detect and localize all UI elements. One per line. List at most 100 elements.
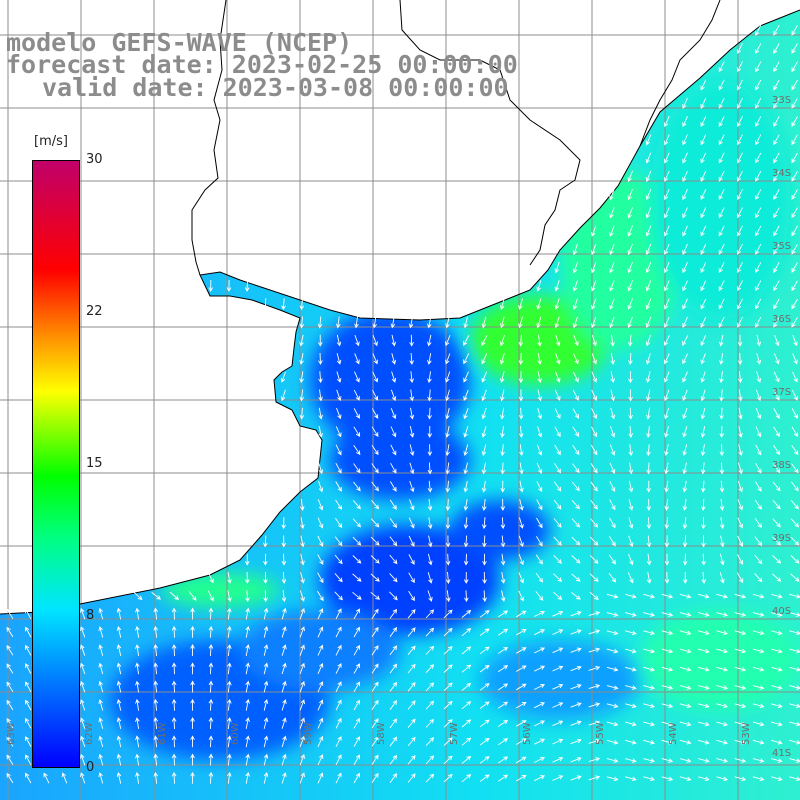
wind-arrow xyxy=(682,225,688,237)
wind-arrow xyxy=(427,371,432,384)
wind-arrow xyxy=(317,554,324,565)
wind-arrow xyxy=(281,644,287,656)
wind-arrow xyxy=(736,97,743,109)
wind-arrow xyxy=(353,699,360,711)
wind-arrow xyxy=(718,207,725,219)
wind-arrow xyxy=(588,775,601,781)
wind-arrow xyxy=(737,554,744,565)
wind-arrow xyxy=(646,498,652,511)
wind-arrow xyxy=(771,721,783,727)
wind-arrow xyxy=(755,243,762,255)
wind-arrow xyxy=(738,407,743,420)
wind-arrow xyxy=(698,758,710,763)
wind-arrow xyxy=(407,700,416,710)
wind-arrow xyxy=(609,316,615,328)
wind-arrow xyxy=(645,262,652,274)
wind-arrow xyxy=(317,608,324,620)
wind-arrow xyxy=(700,97,707,109)
wind-arrow xyxy=(734,739,747,745)
wind-arrow xyxy=(719,462,725,475)
wind-arrow xyxy=(407,718,416,728)
lon-label: 53W xyxy=(741,722,752,745)
wind-arrow xyxy=(700,207,707,219)
wind-arrow xyxy=(609,261,615,274)
wind-arrow xyxy=(792,353,798,365)
wind-arrow xyxy=(719,572,725,584)
colorbar-tick-15: 15 xyxy=(86,456,103,471)
wind-arrow xyxy=(791,444,799,456)
wind-arrow xyxy=(756,334,762,347)
wind-arrow xyxy=(701,571,707,584)
wind-arrow xyxy=(61,772,68,784)
wind-arrow xyxy=(610,426,616,438)
wind-arrow xyxy=(773,24,780,36)
wind-arrow xyxy=(553,591,563,601)
wind-arrow xyxy=(754,554,763,565)
wind-arrow xyxy=(591,389,598,401)
wind-arrow xyxy=(627,316,633,328)
wind-arrow xyxy=(353,681,360,693)
wind-arrow xyxy=(718,243,725,255)
wind-arrow xyxy=(755,134,762,146)
wind-arrow xyxy=(354,353,360,365)
wind-arrow xyxy=(664,189,670,201)
wind-arrow xyxy=(610,407,616,420)
wind-arrow xyxy=(299,389,305,402)
wind-arrow xyxy=(463,335,470,346)
wind-arrow xyxy=(698,721,710,727)
wind-arrow xyxy=(625,685,637,690)
wind-arrow xyxy=(572,426,580,438)
wind-arrow xyxy=(479,774,490,782)
wind-arrow xyxy=(773,298,780,310)
wind-arrow xyxy=(570,684,582,690)
wind-arrow xyxy=(790,555,800,564)
wind-arrow xyxy=(736,225,743,237)
wind-arrow xyxy=(335,735,342,747)
wind-arrow xyxy=(25,717,32,729)
wind-arrow xyxy=(719,444,725,457)
wind-arrow xyxy=(353,736,360,747)
wind-arrow xyxy=(479,701,490,709)
wind-arrow xyxy=(334,536,343,547)
wind-arrow xyxy=(682,535,688,548)
wind-arrow xyxy=(300,517,305,530)
wind-arrow xyxy=(645,316,652,328)
wind-arrow xyxy=(390,426,397,438)
wind-arrow xyxy=(682,444,688,457)
wind-arrow xyxy=(682,499,688,511)
wind-arrow xyxy=(481,444,487,457)
wind-arrow xyxy=(425,755,435,765)
wind-arrow xyxy=(116,625,122,638)
wind-arrow xyxy=(500,590,506,603)
wind-arrow xyxy=(335,316,341,329)
wind-arrow xyxy=(591,243,597,256)
wind-arrow xyxy=(389,736,398,747)
wind-arrow xyxy=(736,134,743,146)
wind-arrow xyxy=(299,590,305,602)
wind-arrow xyxy=(226,698,232,711)
wind-arrow xyxy=(773,189,780,200)
wind-arrow xyxy=(772,518,781,528)
wind-arrow xyxy=(519,499,524,511)
wind-arrow xyxy=(280,371,287,383)
wind-arrow xyxy=(719,553,725,566)
wind-arrow xyxy=(371,699,379,711)
wind-arrow xyxy=(336,334,342,347)
wind-arrow xyxy=(299,626,305,638)
wind-arrow xyxy=(518,298,523,310)
wind-arrow xyxy=(570,720,582,726)
wind-arrow xyxy=(791,61,798,73)
lat-label: 38S xyxy=(772,460,792,471)
wind-arrow xyxy=(188,591,197,601)
wind-arrow xyxy=(570,665,582,672)
wind-arrow xyxy=(754,499,762,510)
wind-arrow xyxy=(789,776,800,782)
wind-arrow xyxy=(645,298,652,310)
wind-arrow xyxy=(572,408,579,419)
wind-arrow xyxy=(427,353,432,365)
wind-arrow xyxy=(606,630,619,636)
wind-arrow xyxy=(372,316,377,329)
wind-arrow xyxy=(6,699,14,711)
wind-arrow xyxy=(791,189,798,200)
wind-arrow xyxy=(190,698,195,711)
